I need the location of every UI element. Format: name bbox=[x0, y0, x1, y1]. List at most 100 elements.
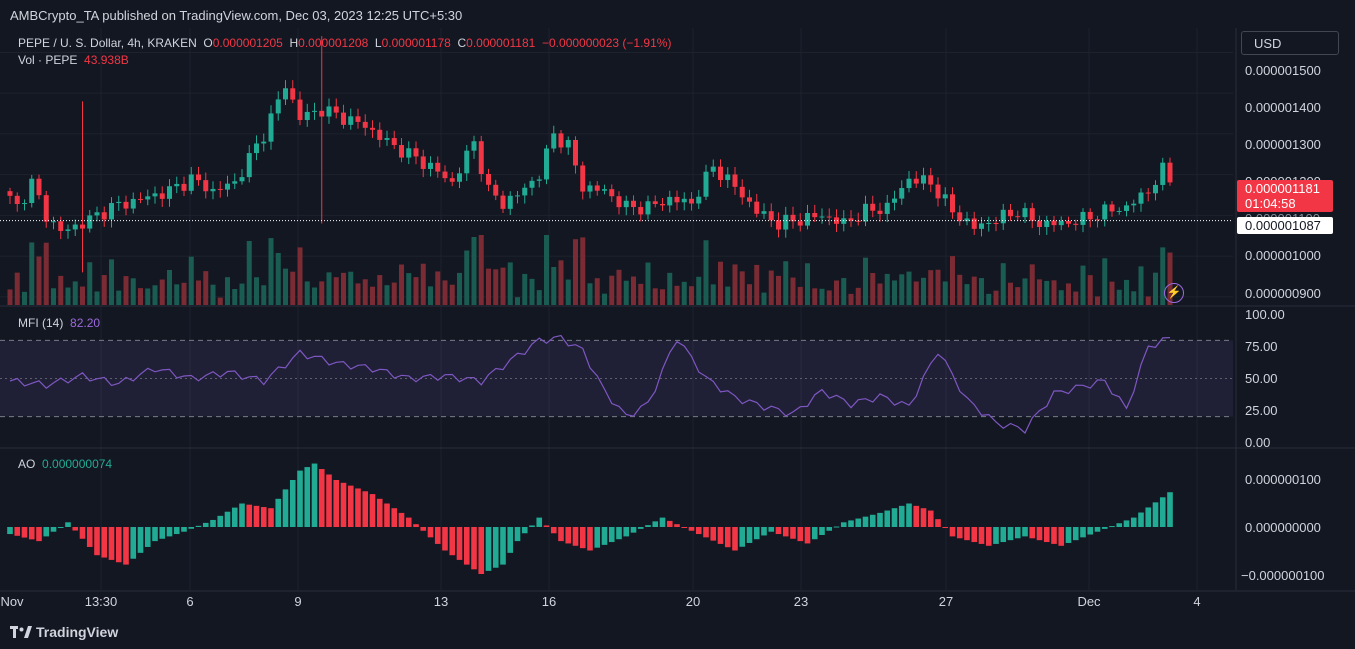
ao-bar bbox=[695, 527, 702, 535]
volume-bar bbox=[1131, 291, 1137, 305]
currency-button[interactable]: USD bbox=[1241, 31, 1339, 55]
lightning-icon[interactable]: ⚡ bbox=[1164, 283, 1184, 303]
candle-body bbox=[551, 133, 557, 149]
ao-bar bbox=[521, 527, 528, 534]
ao-bar bbox=[210, 519, 216, 527]
ao-bar bbox=[775, 527, 782, 535]
ao-bar bbox=[7, 527, 13, 535]
volume-bar bbox=[203, 271, 209, 305]
volume-bar bbox=[1109, 281, 1115, 305]
time-tick: Nov bbox=[0, 594, 24, 609]
candle-body bbox=[747, 197, 752, 202]
ao-bar bbox=[840, 522, 847, 527]
candle-body bbox=[819, 216, 825, 218]
ao-bar bbox=[710, 527, 717, 541]
candle-body bbox=[522, 187, 528, 196]
candle-body bbox=[725, 174, 731, 181]
ao-bar bbox=[398, 512, 405, 527]
volume-bar bbox=[703, 240, 709, 305]
ao-bar bbox=[927, 510, 934, 527]
ao-bar bbox=[1109, 526, 1115, 528]
volume-bar bbox=[623, 280, 629, 305]
candle-body bbox=[573, 139, 578, 166]
candle-body bbox=[1131, 203, 1137, 206]
candle-body bbox=[1109, 204, 1115, 212]
volume-bar bbox=[254, 277, 259, 305]
ao-bar bbox=[862, 516, 869, 527]
ao-legend: AO 0.000000074 bbox=[18, 457, 112, 471]
ao-bar bbox=[434, 527, 441, 544]
ao-bar bbox=[376, 498, 383, 527]
volume-bar bbox=[529, 278, 535, 305]
volume-bar bbox=[638, 283, 644, 305]
ao-tick: 0.000000000 bbox=[1245, 520, 1321, 535]
ao-bar bbox=[536, 517, 543, 527]
candle-body bbox=[210, 188, 216, 192]
candle-body bbox=[536, 179, 542, 181]
symbol-label[interactable]: PEPE / U. S. Dollar, 4h, KRAKEN bbox=[18, 36, 197, 50]
ao-bar bbox=[790, 527, 796, 539]
candle-body bbox=[761, 211, 767, 214]
volume-bar bbox=[232, 288, 238, 305]
ao-bar bbox=[202, 522, 209, 527]
volume-bar bbox=[304, 281, 310, 305]
candle-body bbox=[174, 183, 180, 187]
candle-body bbox=[892, 198, 897, 203]
volume-bar bbox=[841, 278, 847, 305]
candle-body bbox=[391, 138, 397, 146]
volume-bar bbox=[710, 284, 716, 305]
candle-body bbox=[123, 201, 129, 209]
candle-body bbox=[493, 184, 499, 196]
candle-body bbox=[304, 111, 310, 120]
volume-label[interactable]: Vol · PEPE bbox=[18, 53, 78, 67]
candle-body bbox=[899, 188, 905, 199]
ao-bar bbox=[362, 491, 369, 527]
volume-bar bbox=[36, 256, 42, 305]
candle-body bbox=[848, 218, 854, 221]
volume-bar bbox=[587, 283, 593, 305]
candle-body bbox=[993, 222, 999, 224]
ao-bar bbox=[1087, 527, 1094, 535]
ao-bar bbox=[797, 527, 804, 542]
volume-bar bbox=[1095, 296, 1100, 305]
ao-bar bbox=[282, 489, 289, 527]
ao-bar bbox=[594, 527, 601, 548]
ao-label[interactable]: AO bbox=[18, 457, 36, 471]
volume-bar bbox=[1102, 258, 1108, 305]
candle-body bbox=[80, 224, 85, 229]
volume-bar bbox=[283, 268, 288, 305]
close-value: 0.000001181 bbox=[466, 36, 536, 50]
candle-body bbox=[188, 174, 194, 191]
ao-bar bbox=[1123, 520, 1130, 527]
candle-body bbox=[1058, 220, 1064, 226]
candle-body bbox=[101, 212, 107, 220]
ao-bar bbox=[666, 520, 673, 527]
volume-bar bbox=[609, 275, 615, 305]
ao-bar bbox=[630, 527, 637, 533]
ao-bar bbox=[275, 498, 282, 527]
tradingview-logo[interactable]: TradingView bbox=[10, 624, 118, 640]
candle-body bbox=[312, 110, 317, 112]
ao-bar bbox=[543, 525, 550, 527]
volume-bar bbox=[486, 268, 491, 305]
volume-bar bbox=[507, 262, 513, 305]
candle-body bbox=[1073, 223, 1079, 225]
ao-bar bbox=[391, 508, 398, 527]
ao-bar bbox=[173, 527, 180, 535]
time-tick: 20 bbox=[685, 594, 701, 609]
candle-body bbox=[268, 113, 274, 142]
volume-bar bbox=[1029, 264, 1035, 305]
volume-bar bbox=[986, 293, 992, 305]
volume-bar bbox=[1167, 252, 1173, 305]
volume-bar bbox=[442, 280, 448, 305]
candle-body bbox=[565, 139, 571, 148]
ao-bar bbox=[94, 527, 100, 556]
mfi-label[interactable]: MFI (14) bbox=[18, 316, 64, 330]
ao-bar bbox=[231, 507, 238, 527]
volume-bar bbox=[1051, 280, 1057, 305]
candle-body bbox=[203, 180, 209, 192]
candle-body bbox=[87, 215, 93, 229]
ao-bar bbox=[993, 527, 999, 544]
ao-bar bbox=[1152, 502, 1159, 527]
